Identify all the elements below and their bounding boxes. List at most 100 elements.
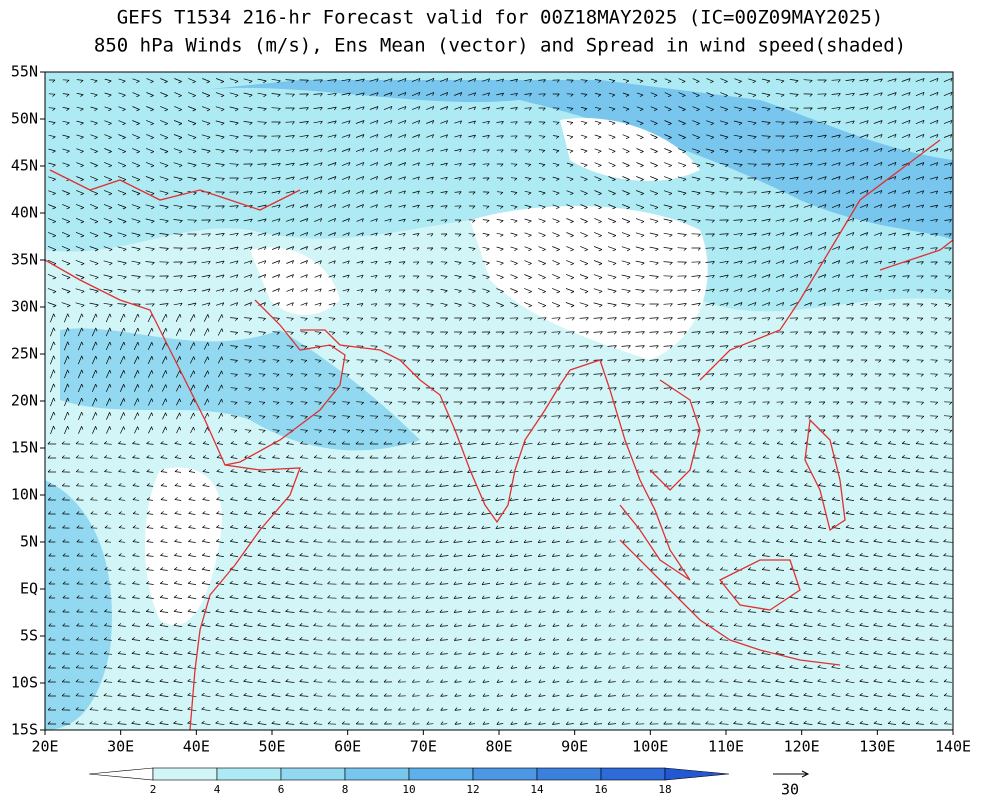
x-tick-label: 70E <box>410 738 437 756</box>
wind-arrow <box>76 595 84 599</box>
wind-arrow <box>369 455 379 459</box>
wind-arrow <box>50 397 56 407</box>
wind-arrow <box>285 511 295 515</box>
wind-arrow <box>412 289 420 293</box>
wind-arrow <box>342 218 350 222</box>
wind-arrow <box>621 469 630 473</box>
wind-arrow <box>607 483 616 487</box>
wind-arrow <box>426 134 435 138</box>
wind-arrow <box>173 247 183 251</box>
wind-arrow <box>64 411 70 421</box>
wind-arrow <box>299 79 309 83</box>
wind-arrow <box>118 539 126 543</box>
wind-arrow <box>775 539 784 543</box>
wind-arrow <box>719 247 729 251</box>
wind-arrow <box>117 274 127 280</box>
wind-arrow <box>594 651 602 655</box>
wind-arrow <box>692 78 700 84</box>
wind-arrow <box>271 78 281 84</box>
wind-arrow <box>243 637 253 641</box>
wind-arrow <box>538 163 546 167</box>
wind-arrow <box>62 567 70 571</box>
wind-arrow <box>761 260 771 264</box>
wind-arrow <box>89 288 99 294</box>
wind-arrow <box>454 288 462 293</box>
wind-arrow <box>356 387 364 391</box>
wind-arrow <box>873 637 883 641</box>
wind-arrow <box>804 359 812 363</box>
wind-arrow <box>902 373 910 377</box>
wind-arrow <box>734 373 743 377</box>
wind-arrow <box>734 553 742 557</box>
wind-arrow <box>817 581 827 585</box>
wind-arrow <box>552 93 560 97</box>
colorbar-segment <box>536 767 602 781</box>
wind-arrow <box>663 247 673 251</box>
wind-arrow <box>748 387 756 391</box>
wind-arrow <box>482 302 490 308</box>
wind-arrow <box>383 665 393 669</box>
wind-arrow <box>257 135 267 139</box>
wind-arrow <box>341 455 351 459</box>
wind-arrow <box>397 415 407 419</box>
wind-arrow <box>845 232 855 236</box>
wind-arrow <box>734 78 742 84</box>
wind-arrow <box>608 79 616 83</box>
wind-arrow <box>509 567 518 571</box>
wind-arrow <box>440 120 449 124</box>
wind-arrow <box>89 455 98 459</box>
wind-arrow <box>887 623 897 627</box>
wind-arrow <box>132 469 140 473</box>
wind-arrow <box>524 288 532 294</box>
wind-arrow <box>635 331 645 335</box>
wind-arrow <box>104 134 112 140</box>
wind-arrow <box>635 707 645 711</box>
wind-arrow <box>649 441 659 445</box>
wind-arrow <box>299 511 309 515</box>
wind-arrow <box>383 429 393 433</box>
wind-arrow <box>929 148 939 152</box>
wind-arrow <box>790 345 798 349</box>
wind-arrow <box>495 401 505 405</box>
wind-arrow <box>243 218 253 223</box>
wind-arrow <box>299 693 309 697</box>
wind-arrow <box>566 148 574 153</box>
wind-arrow <box>215 92 225 98</box>
wind-arrow <box>468 288 476 294</box>
wind-arrow <box>901 609 911 613</box>
wind-arrow <box>203 342 210 350</box>
wind-arrow <box>341 525 351 529</box>
wind-arrow <box>538 246 546 252</box>
wind-arrow <box>649 707 659 711</box>
wind-arrow <box>579 331 589 335</box>
wind-arrow <box>482 106 491 111</box>
wind-arrow <box>747 177 757 181</box>
wind-arrow <box>607 288 617 294</box>
wind-arrow <box>888 289 896 293</box>
wind-arrow <box>159 247 169 251</box>
wind-arrow <box>552 707 560 711</box>
wind-arrow <box>369 525 379 529</box>
wind-arrow <box>495 469 505 474</box>
wind-arrow <box>299 623 309 627</box>
wind-arrow <box>230 331 239 335</box>
wind-arrow <box>215 692 225 698</box>
wind-arrow <box>48 651 56 655</box>
wind-arrow <box>677 721 687 725</box>
wind-arrow <box>271 525 281 529</box>
wind-arrow <box>327 581 337 585</box>
wind-arrow <box>916 275 924 279</box>
wind-arrow <box>215 78 225 84</box>
wind-arrow <box>230 429 238 433</box>
wind-arrow <box>258 387 266 391</box>
wind-arrow <box>173 567 182 571</box>
wind-arrow <box>243 650 253 655</box>
wind-arrow <box>538 679 546 683</box>
wind-arrow <box>104 581 112 585</box>
wind-arrow <box>929 483 939 487</box>
wind-arrow <box>341 567 351 571</box>
wind-arrow <box>565 511 575 515</box>
wind-arrow <box>887 665 897 669</box>
wind-arrow <box>411 679 420 683</box>
wind-arrow <box>524 721 532 725</box>
